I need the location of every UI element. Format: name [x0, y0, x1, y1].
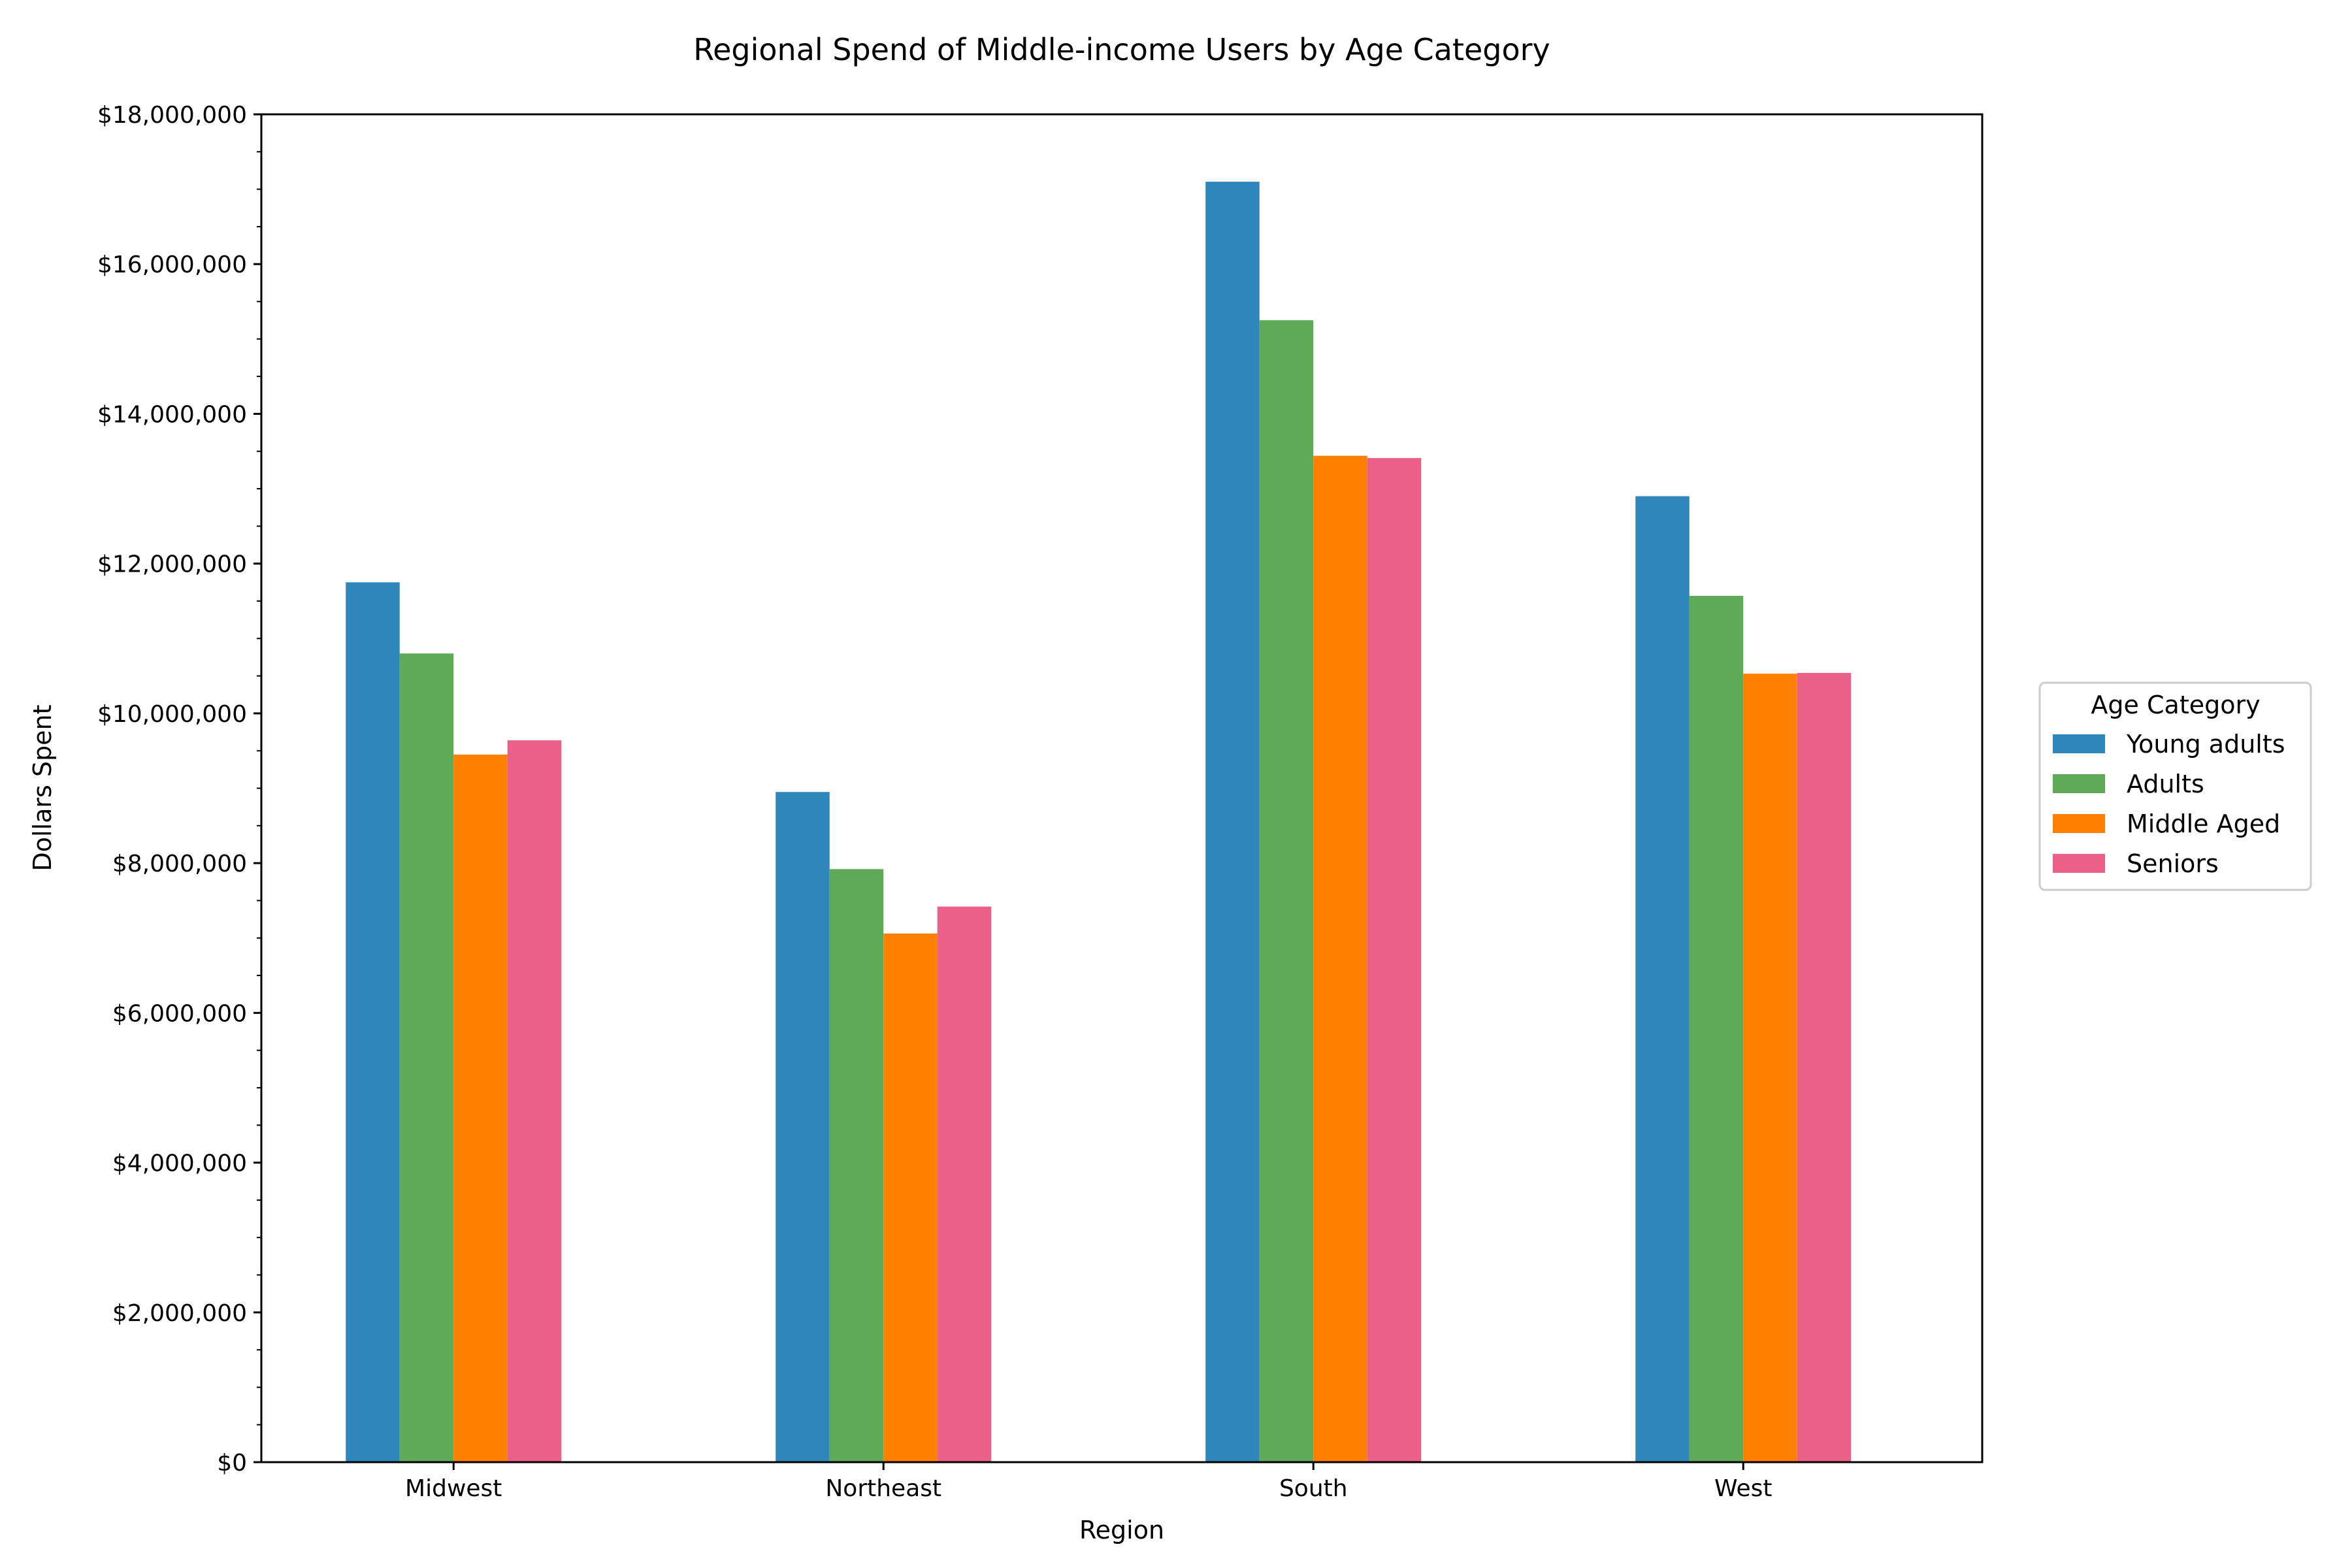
- y-tick-label: $12,000,000: [97, 551, 247, 578]
- x-tick-label: Northeast: [825, 1475, 941, 1502]
- legend-label: Seniors: [2127, 849, 2219, 878]
- legend-swatch: [2053, 814, 2105, 833]
- legend-swatch: [2053, 734, 2105, 753]
- legend-swatch: [2053, 854, 2105, 873]
- bar-middle-aged-northeast: [883, 934, 938, 1462]
- bar-seniors-northeast: [938, 907, 992, 1462]
- y-axis-label: Dollars Spent: [28, 704, 57, 871]
- y-axis: $0 $2,000,000 $4,000,000 $6,000,000 $8,000,0…: [97, 102, 261, 1477]
- y-tick-label: $8,000,000: [112, 851, 247, 877]
- chart-title: Regional Spend of Middle-income Users by…: [693, 32, 1550, 67]
- bar-young-adults-south: [1205, 182, 1260, 1462]
- bar-young-adults-west: [1635, 497, 1690, 1462]
- y-tick-label: $18,000,000: [97, 102, 247, 129]
- x-tick-label: South: [1279, 1475, 1348, 1502]
- bar-seniors-midwest: [508, 740, 562, 1462]
- bar-seniors-west: [1797, 673, 1852, 1462]
- x-axis-label: Region: [1079, 1516, 1164, 1544]
- bar-adults-northeast: [830, 869, 884, 1462]
- x-axis: Midwest Northeast South West: [405, 1462, 1772, 1502]
- bar-adults-south: [1260, 320, 1314, 1462]
- y-tick-label: $0: [217, 1450, 247, 1477]
- y-tick-label: $10,000,000: [97, 701, 247, 728]
- y-tick-label: $2,000,000: [112, 1300, 247, 1327]
- legend-label: Young adults: [2126, 730, 2285, 759]
- y-tick-label: $16,000,000: [97, 252, 247, 278]
- legend-swatch: [2053, 774, 2105, 793]
- bar-middle-aged-south: [1313, 456, 1367, 1462]
- y-tick-label: $6,000,000: [112, 1000, 247, 1027]
- bar-adults-west: [1690, 596, 1744, 1462]
- x-tick-label: Midwest: [405, 1475, 502, 1502]
- bar-adults-midwest: [400, 653, 454, 1462]
- y-tick-label: $4,000,000: [112, 1151, 247, 1177]
- bars-group: [346, 182, 1851, 1462]
- bar-middle-aged-midwest: [453, 755, 508, 1462]
- bar-seniors-south: [1367, 458, 1422, 1462]
- legend-label: Middle Aged: [2127, 809, 2280, 838]
- bar-young-adults-midwest: [346, 582, 400, 1462]
- legend-label: Adults: [2127, 770, 2204, 798]
- y-tick-label: $14,000,000: [97, 401, 247, 428]
- legend-title: Age Category: [2091, 691, 2260, 719]
- x-tick-label: West: [1714, 1475, 1772, 1502]
- bar-middle-aged-west: [1743, 674, 1797, 1462]
- legend: Age Category Young adults Adults Middle Ag…: [2040, 683, 2311, 890]
- bar-young-adults-northeast: [776, 792, 830, 1462]
